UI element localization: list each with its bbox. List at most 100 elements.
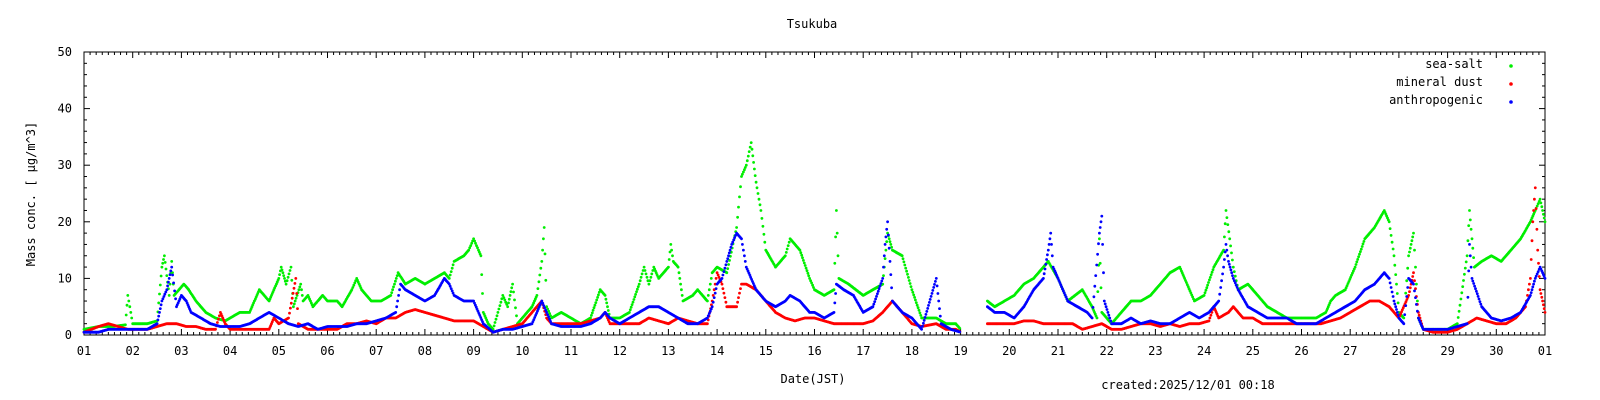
data-point: [724, 300, 728, 304]
data-point: [158, 292, 161, 296]
data-point: [1095, 316, 1099, 320]
data-point: [1203, 291, 1207, 295]
data-point: [590, 314, 593, 317]
data-point: [1090, 316, 1094, 320]
data-point: [1396, 301, 1400, 305]
data-point: [880, 279, 884, 283]
data-point: [283, 277, 286, 280]
data-point: [889, 243, 893, 246]
data-point: [726, 267, 730, 270]
data-point: [285, 279, 289, 283]
data-point: [636, 287, 639, 291]
data-point: [1395, 292, 1399, 295]
data-point: [736, 300, 739, 304]
data-point: [513, 298, 516, 302]
data-point: [806, 271, 810, 275]
data-point: [1535, 204, 1539, 208]
data-point: [835, 231, 839, 235]
data-point: [502, 296, 506, 299]
data-point: [628, 308, 632, 312]
data-point: [451, 291, 455, 295]
x-tick-label: 05: [272, 344, 286, 358]
y-axis-label: Mass conc. [ μg/m^3]: [24, 122, 38, 267]
data-point: [165, 288, 169, 292]
data-point: [288, 269, 292, 272]
data-point: [277, 277, 281, 280]
data-point: [1362, 240, 1366, 243]
data-point: [743, 254, 746, 258]
x-tick-label: 01: [77, 344, 91, 358]
data-point: [1530, 239, 1534, 243]
data-point: [638, 279, 642, 283]
data-point: [300, 288, 303, 292]
data-point: [166, 284, 170, 288]
data-point: [808, 277, 811, 280]
data-point: [810, 281, 813, 285]
chart-title: Tsukuba: [787, 17, 838, 31]
data-point: [512, 290, 515, 294]
data-point: [758, 203, 762, 207]
data-point: [1209, 273, 1213, 277]
data-point: [1541, 299, 1544, 303]
data-point: [160, 299, 164, 303]
data-point: [1208, 316, 1212, 320]
data-point: [933, 283, 936, 286]
data-point: [508, 294, 512, 297]
data-point: [1406, 266, 1410, 270]
data-point: [163, 254, 166, 258]
data-point: [1208, 278, 1211, 282]
data-point: [888, 240, 892, 244]
data-point: [130, 316, 134, 320]
data-point: [170, 265, 174, 269]
data-point: [923, 316, 927, 319]
data-point: [885, 227, 889, 231]
data-point: [1472, 256, 1475, 259]
y-tick-label: 40: [58, 102, 72, 116]
data-point: [538, 273, 542, 277]
data-point: [802, 261, 806, 265]
data-point: [507, 301, 510, 305]
data-point: [290, 278, 294, 282]
data-point: [507, 297, 511, 301]
x-tick-label: 19: [953, 344, 967, 358]
data-point: [737, 205, 740, 209]
data-point: [1099, 220, 1103, 224]
data-point: [1469, 227, 1473, 231]
data-point: [165, 274, 169, 277]
data-point: [1044, 262, 1048, 266]
data-point: [751, 154, 755, 158]
data-point: [1404, 291, 1408, 295]
data-point: [1407, 254, 1410, 258]
data-point: [885, 240, 889, 244]
data-point: [282, 274, 286, 277]
data-point: [910, 288, 914, 292]
data-point: [644, 272, 648, 276]
data-point: [547, 315, 550, 319]
data-point: [480, 273, 484, 276]
data-point: [742, 170, 745, 174]
data-point: [671, 254, 674, 258]
data-point: [174, 297, 178, 301]
data-point: [467, 248, 471, 252]
data-point: [879, 282, 883, 285]
data-point: [707, 312, 711, 315]
data-point: [887, 246, 891, 250]
data-point: [738, 195, 741, 199]
data-point: [1542, 307, 1546, 310]
data-point: [592, 306, 596, 310]
data-point: [743, 260, 747, 263]
data-point: [1227, 230, 1231, 234]
data-point: [128, 305, 132, 309]
data-point: [912, 293, 916, 297]
data-point: [292, 305, 295, 309]
data-point: [351, 286, 355, 289]
data-points: [82, 141, 1547, 334]
data-point: [217, 317, 220, 321]
data-point: [472, 237, 475, 241]
data-point: [503, 298, 507, 302]
data-point: [549, 320, 552, 323]
data-point: [919, 314, 923, 317]
data-point: [1388, 227, 1392, 231]
data-point: [1205, 286, 1209, 290]
data-point: [756, 192, 760, 195]
